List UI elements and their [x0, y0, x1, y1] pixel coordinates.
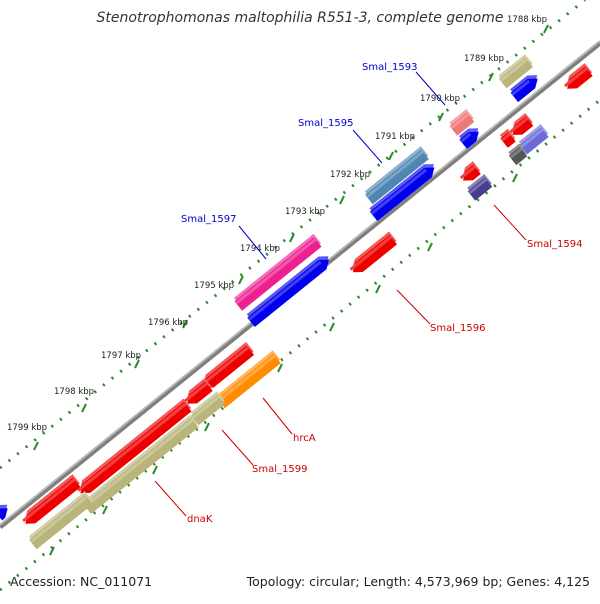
gene-label-smal-1599[interactable]: Smal_1599 [252, 464, 307, 475]
gene-label-smal-1595[interactable]: Smal_1595 [298, 118, 353, 129]
tick-label: 1793 kbp [285, 207, 325, 217]
callout-line [239, 226, 266, 259]
outer-ring-ticks [34, 25, 548, 450]
outer-tick-ring [0, 0, 585, 468]
callout-line [397, 290, 430, 324]
tick-label: 1794 kbp [240, 244, 280, 254]
tick-label: 1798 kbp [54, 387, 94, 397]
callout-line [222, 430, 253, 465]
gene-label-dnak[interactable]: dnaK [187, 514, 213, 525]
smal-1596-cds[interactable] [353, 235, 397, 272]
tick-label: 1792 kbp [330, 170, 370, 180]
gene-label-smal-1597[interactable]: Smal_1597 [181, 214, 236, 225]
map-title: Stenotrophomonas maltophilia R551-3, com… [0, 10, 600, 26]
inner-tick-ring [0, 100, 600, 590]
tick-label: 1799 kbp [7, 423, 47, 433]
gene-label-smal-1594[interactable]: Smal_1594 [527, 239, 582, 250]
tick-label: 1789 kbp [464, 54, 504, 64]
inner-ring-ticks [50, 174, 517, 555]
callout-line [263, 398, 292, 434]
tick-label: 1795 kbp [194, 281, 234, 291]
tick-label: 1796 kbp [148, 318, 188, 328]
dnak-cds-highlight[interactable] [84, 419, 193, 508]
tick-label: 1797 kbp [101, 351, 141, 361]
gene-label-smal-1593[interactable]: Smal_1593 [362, 62, 417, 73]
features-layer [0, 54, 593, 549]
callout-line [494, 205, 526, 240]
gene-label-hrca[interactable]: hrcA [293, 433, 316, 444]
tick-label: 1791 kbp [375, 132, 415, 142]
accession-text: Accession: NC_011071 [10, 574, 152, 589]
callout-line [155, 481, 186, 516]
genome-summary-text: Topology: circular; Length: 4,573,969 bp… [247, 574, 590, 589]
gene-label-smal-1596[interactable]: Smal_1596 [430, 323, 485, 334]
